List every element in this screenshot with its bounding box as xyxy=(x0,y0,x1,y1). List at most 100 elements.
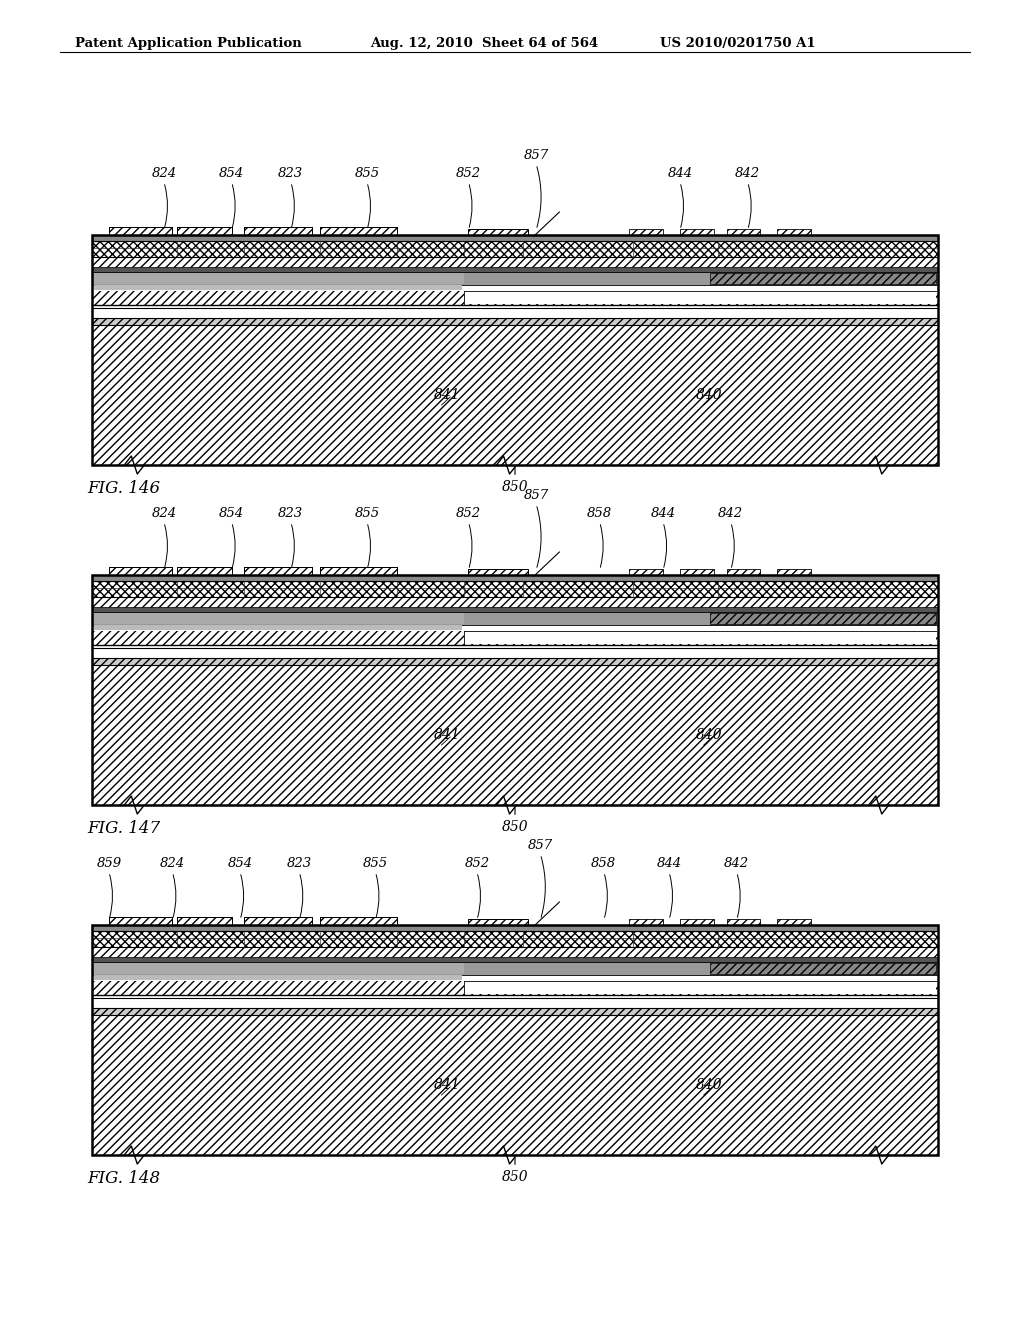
Bar xyxy=(680,920,714,925)
Bar xyxy=(92,235,938,465)
Text: 840: 840 xyxy=(696,1078,723,1092)
Text: 823: 823 xyxy=(279,168,303,180)
Text: 852: 852 xyxy=(464,857,489,870)
Bar xyxy=(109,917,172,925)
Bar xyxy=(777,920,811,925)
Bar xyxy=(92,235,938,242)
Bar xyxy=(710,964,936,974)
Text: US 2010/0201750 A1: US 2010/0201750 A1 xyxy=(660,37,816,50)
Text: 852: 852 xyxy=(456,507,481,520)
Bar xyxy=(726,230,761,235)
Bar xyxy=(464,290,936,304)
Bar xyxy=(176,568,231,576)
Bar xyxy=(629,920,664,925)
Bar xyxy=(92,962,938,975)
Text: 855: 855 xyxy=(354,168,380,180)
Bar xyxy=(94,624,462,630)
Bar xyxy=(710,273,936,284)
Bar xyxy=(245,568,312,576)
Text: 852: 852 xyxy=(456,168,481,180)
Text: 850: 850 xyxy=(502,808,528,834)
Bar xyxy=(94,285,462,290)
Bar xyxy=(92,242,938,257)
Text: 844: 844 xyxy=(650,507,676,520)
Bar xyxy=(245,917,312,925)
Text: 842: 842 xyxy=(724,857,750,870)
Bar xyxy=(726,569,761,576)
Text: 841: 841 xyxy=(434,388,461,403)
Bar xyxy=(176,227,231,235)
Bar xyxy=(94,964,464,974)
Bar xyxy=(92,257,938,267)
Bar xyxy=(680,230,714,235)
Bar xyxy=(92,581,938,597)
Bar xyxy=(321,568,396,576)
Bar xyxy=(92,1015,938,1155)
Bar xyxy=(92,267,938,272)
Bar xyxy=(629,230,664,235)
Bar xyxy=(109,917,172,925)
Bar xyxy=(245,227,312,235)
Bar xyxy=(92,597,938,607)
Bar xyxy=(92,272,938,285)
Text: 842: 842 xyxy=(735,168,760,180)
Bar xyxy=(92,576,938,805)
Bar xyxy=(109,227,172,235)
Bar xyxy=(176,568,231,576)
Text: 858: 858 xyxy=(591,857,616,870)
Text: 824: 824 xyxy=(160,857,185,870)
Bar xyxy=(92,576,938,581)
Bar xyxy=(468,920,527,925)
Bar xyxy=(92,981,938,995)
Bar xyxy=(777,230,811,235)
Bar xyxy=(92,612,938,624)
Text: 854: 854 xyxy=(219,168,244,180)
Bar xyxy=(109,227,172,235)
Text: 850: 850 xyxy=(502,1158,528,1184)
Bar xyxy=(92,607,938,612)
Text: 857: 857 xyxy=(527,840,553,851)
Bar xyxy=(94,273,464,284)
Text: 859: 859 xyxy=(96,857,122,870)
Text: 855: 855 xyxy=(362,857,388,870)
Bar xyxy=(321,227,396,235)
Bar xyxy=(710,612,936,624)
Text: 844: 844 xyxy=(668,168,692,180)
Text: 854: 854 xyxy=(219,507,244,520)
Bar xyxy=(245,568,312,576)
Text: 840: 840 xyxy=(696,729,723,742)
Bar xyxy=(92,290,938,305)
Bar xyxy=(92,325,938,465)
Bar xyxy=(777,569,811,576)
Bar xyxy=(176,917,231,925)
Bar xyxy=(109,568,172,576)
Bar xyxy=(92,957,938,962)
Text: Patent Application Publication: Patent Application Publication xyxy=(75,37,302,50)
Bar xyxy=(109,568,172,576)
Bar xyxy=(94,975,462,979)
Bar xyxy=(321,227,396,235)
Text: 842: 842 xyxy=(718,507,743,520)
Text: 844: 844 xyxy=(656,857,682,870)
Text: 855: 855 xyxy=(354,507,380,520)
Text: Aug. 12, 2010  Sheet 64 of 564: Aug. 12, 2010 Sheet 64 of 564 xyxy=(370,37,598,50)
Bar xyxy=(468,230,527,235)
Bar xyxy=(629,569,664,576)
Bar xyxy=(92,925,938,931)
Bar xyxy=(92,925,938,1155)
Bar xyxy=(92,657,938,665)
Text: FIG. 148: FIG. 148 xyxy=(87,1170,160,1187)
Text: 823: 823 xyxy=(287,857,312,870)
Text: 841: 841 xyxy=(434,729,461,742)
Text: 840: 840 xyxy=(696,388,723,403)
Text: 857: 857 xyxy=(523,488,549,502)
Bar xyxy=(245,227,312,235)
Bar xyxy=(464,981,936,994)
Bar xyxy=(680,569,714,576)
Text: 858: 858 xyxy=(587,507,612,520)
Bar xyxy=(176,917,231,925)
Bar xyxy=(92,665,938,805)
Text: 854: 854 xyxy=(227,857,253,870)
Bar xyxy=(468,569,527,576)
Text: FIG. 146: FIG. 146 xyxy=(87,480,160,498)
